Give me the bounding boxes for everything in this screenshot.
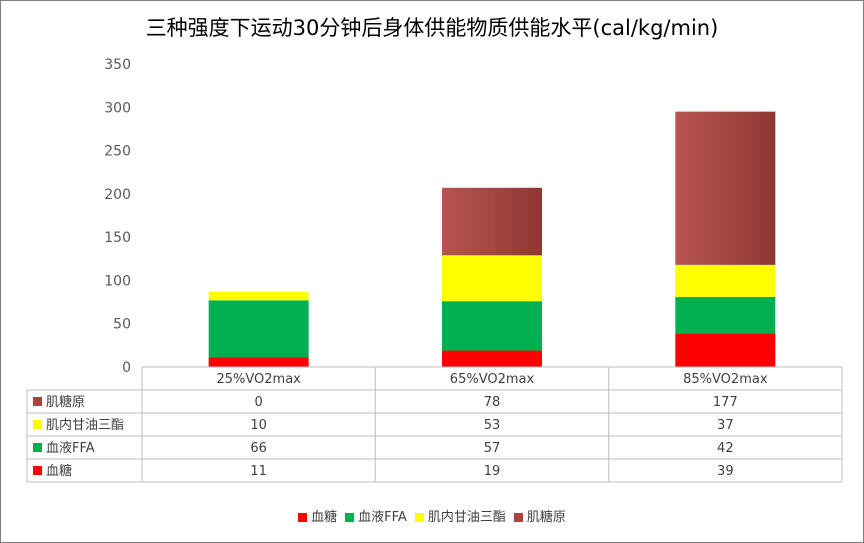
legend-label: 肌糖原 — [526, 510, 566, 525]
table-cell-value: 10 — [250, 418, 267, 433]
legend-item: 血液FFA — [345, 506, 407, 525]
table-row-label: 肌糖原 — [46, 394, 85, 410]
table-row-label: 血液FFA — [46, 441, 95, 456]
legend-swatch — [345, 513, 355, 522]
table-cell-value: 39 — [717, 464, 734, 479]
bar-segment — [208, 357, 309, 367]
legend-swatch — [414, 513, 424, 522]
y-tick-label: 350 — [104, 57, 131, 73]
table-cell-value: 11 — [250, 464, 267, 479]
table-legend-key — [33, 443, 42, 452]
legend-swatch — [513, 513, 523, 522]
table-legend-key — [33, 420, 42, 429]
chart-title: 三种强度下运动30分钟后身体供能物质供能水平(cal/kg/min) — [145, 16, 719, 40]
bar-segment — [675, 264, 776, 297]
bar-segment — [442, 255, 542, 302]
y-tick-label: 200 — [104, 187, 131, 203]
bar-segment — [675, 296, 776, 334]
table-legend-key — [33, 397, 42, 406]
table-cell-value: 177 — [713, 395, 738, 410]
y-tick-label: 50 — [113, 317, 131, 333]
bar-segment — [675, 111, 776, 265]
table-cell-value: 0 — [255, 395, 263, 410]
table-row-label: 肌内甘油三酯 — [46, 417, 124, 433]
x-category-label: 25%VO2max — [216, 372, 301, 387]
table-cell-value: 53 — [484, 418, 501, 433]
y-tick-label: 0 — [122, 360, 131, 376]
table-cell-value: 78 — [484, 395, 501, 410]
table-cell-value: 19 — [484, 464, 501, 479]
x-category-label: 65%VO2max — [450, 372, 535, 387]
y-tick-label: 250 — [104, 144, 131, 160]
y-tick-label: 150 — [104, 230, 131, 246]
chart-legend: 血糖 血液FFA 肌内甘油三酯 肌糖原 — [0, 506, 864, 525]
table-cell-value: 37 — [717, 418, 734, 433]
y-tick-label: 100 — [104, 273, 131, 289]
legend-item: 肌糖原 — [513, 506, 566, 525]
bar-segment — [442, 301, 542, 351]
table-row-label: 血糖 — [46, 463, 72, 479]
legend-swatch — [298, 513, 308, 522]
table-cell-value: 66 — [250, 441, 267, 456]
x-category-label: 85%VO2max — [683, 372, 768, 387]
bar-segment — [442, 187, 542, 256]
bar-segment — [442, 350, 542, 367]
bar-segment — [208, 291, 309, 301]
legend-item: 血糖 — [298, 506, 337, 525]
legend-label: 血液FFA — [358, 510, 407, 525]
legend-label: 肌内甘油三酯 — [427, 510, 506, 525]
legend-item: 肌内甘油三酯 — [414, 506, 506, 525]
table-legend-key — [33, 466, 42, 475]
legend-label: 血糖 — [311, 510, 338, 525]
bar-segment — [208, 300, 309, 358]
bar-segment — [675, 333, 776, 367]
table-cell-value: 42 — [717, 441, 734, 456]
y-tick-label: 300 — [104, 100, 131, 116]
table-cell-value: 57 — [484, 441, 501, 456]
